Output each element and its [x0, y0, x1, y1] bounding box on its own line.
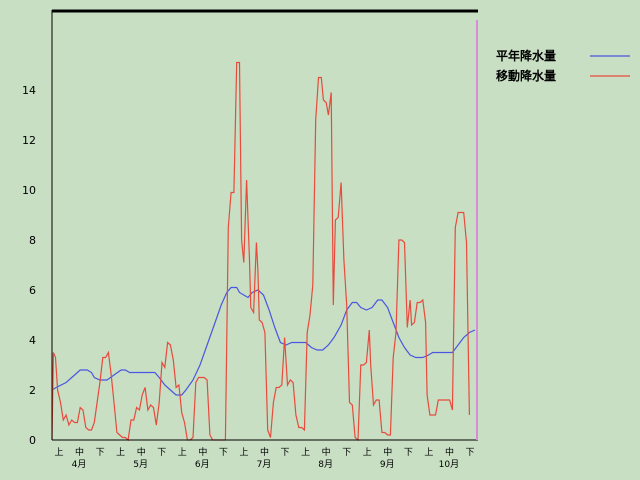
x-period-label: 下 [465, 448, 474, 458]
y-tick-label: 8 [29, 234, 36, 247]
y-tick-label: 12 [22, 134, 36, 147]
x-period-label: 中 [322, 446, 331, 458]
y-tick-label: 2 [29, 384, 36, 397]
legend-label-moving: 移動降水量 [496, 68, 556, 83]
x-period-label: 上 [54, 447, 63, 458]
x-period-label: 上 [301, 447, 310, 458]
series-line-normal [51, 286, 476, 396]
x-period-label: 中 [75, 446, 84, 458]
x-period-label: 中 [260, 446, 269, 458]
x-period-label: 上 [116, 447, 125, 458]
x-month-label: 6月 [195, 459, 210, 470]
series-layer [51, 61, 476, 442]
x-month-label: 4月 [72, 459, 87, 470]
x-month-label: 5月 [133, 459, 148, 470]
x-tick-labels: 上中下上中下上中下上中下上中下上中下上中下4月 5月 6月 7月 8月 9月 10月 [54, 446, 474, 470]
x-period-label: 下 [404, 448, 413, 458]
legend-label-normal: 平年降水量 [496, 48, 556, 63]
x-period-label: 上 [424, 447, 433, 458]
x-period-label: 下 [342, 448, 351, 458]
y-tick-label: 6 [29, 284, 36, 297]
x-period-label: 中 [445, 446, 454, 458]
y-tick-labels: 0 2 4 6 8 10 12 14 [22, 84, 36, 447]
x-month-label: 10月 [439, 459, 459, 470]
y-tick-label: 0 [29, 434, 36, 447]
x-period-label: 下 [219, 448, 228, 458]
x-period-label: 中 [198, 446, 207, 458]
y-tick-label: 4 [29, 334, 36, 347]
x-period-label: 中 [383, 446, 392, 458]
legend: 平年降水量 移動降水量 [496, 48, 630, 83]
y-tick-label: 10 [22, 184, 36, 197]
x-month-label: 9月 [380, 459, 395, 470]
x-period-label: 上 [239, 447, 248, 458]
x-period-label: 中 [137, 446, 146, 458]
y-tick-label: 14 [22, 84, 36, 97]
series-line-moving [51, 61, 470, 442]
x-month-label: 7月 [257, 459, 272, 470]
axis-layer [51, 9, 478, 441]
x-period-label: 下 [157, 448, 166, 458]
x-period-label: 上 [178, 447, 187, 458]
x-period-label: 下 [281, 448, 290, 458]
x-period-label: 上 [363, 447, 372, 458]
x-period-label: 下 [96, 448, 105, 458]
x-month-label: 8月 [318, 459, 333, 470]
